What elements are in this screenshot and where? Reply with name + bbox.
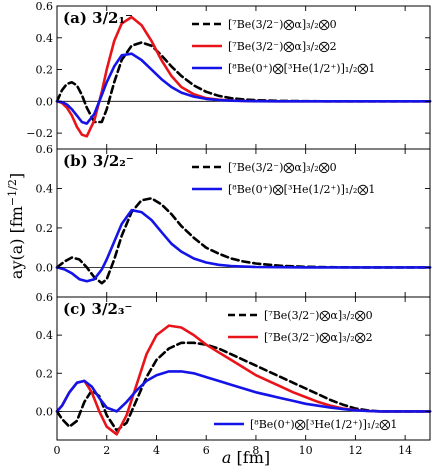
legend-label-he1: [⁸Be(0⁺)⨂[³He(1/2⁺)]₁/₂⨂1: [228, 183, 375, 196]
legend-label-he1: [⁸Be(0⁺)⨂[³He(1/2⁺)]₁/₂⨂1: [228, 62, 375, 75]
x-tick-label: 14: [398, 444, 412, 457]
x-tick-label: 0: [54, 444, 61, 457]
y-tick-label: 0.2: [36, 367, 54, 380]
series-line-he1: [55, 52, 432, 125]
y-tick-label: 0.6: [36, 0, 54, 13]
series-line-alpha0: [55, 197, 432, 285]
series-line-alpha2: [55, 15, 432, 138]
panel-3: 0.6 0.4 0.2 0.0 0 2 4 6 8 10 12 14 (c) 3/2₃⁻ [⁷Be(3/2…: [36, 291, 432, 457]
legend: [⁷Be(3/2⁻)⨂α]₃/₂⨂0 [⁸Be(0⁺)⨂[³He(1/2⁺)]₁/…: [192, 161, 375, 196]
legend-label-alpha0: [⁷Be(3/2⁻)⨂α]₃/₂⨂0: [264, 309, 373, 322]
series-line-alpha0: [55, 41, 432, 124]
x-tick-label: 12: [348, 444, 362, 457]
legend: [⁷Be(3/2⁻)⨂α]₃/₂⨂0 [⁷Be(3/2⁻)⨂α]₃/₂⨂2 [⁸Be…: [214, 309, 397, 431]
y-tick-label: −0.2: [26, 127, 53, 140]
x-tick-label: 8: [252, 444, 259, 457]
legend-label-he1: [⁸Be(0⁺)⨂[³He(1/2⁺)]₁/₂⨂1: [250, 418, 397, 431]
legend-label-alpha2: [⁷Be(3/2⁻)⨂α]₃/₂⨂2: [228, 40, 337, 53]
panels-group: 0.6 0.4 0.2 0.0 −0.2 (a) 3/2₁⁻ [⁷Be(3/2⁻)⨂α]₃/…: [26, 0, 432, 457]
panel-title: (a) 3/2₁⁻: [63, 9, 133, 27]
legend-label-alpha0: [⁷Be(3/2⁻)⨂α]₃/₂⨂0: [228, 161, 337, 174]
x-tick-label: 4: [153, 444, 160, 457]
x-tick-label: 2: [103, 444, 110, 457]
legend-label-alpha0: [⁷Be(3/2⁻)⨂α]₃/₂⨂0: [228, 18, 337, 31]
y-axis-title: ay(a) [fm−1/2]: [6, 173, 26, 279]
panel-title: (b) 3/2₂⁻: [63, 152, 134, 170]
series-line-he1: [55, 370, 432, 413]
panel-2: 0.60.40.20.0(b) 3/2₂⁻ [⁷Be(3/2⁻)⨂α]₃/₂⨂0[…: [36, 143, 432, 298]
y-tick-label: 0.4: [36, 32, 54, 45]
y-tick-label: 0.2: [36, 222, 54, 235]
series-line-he1: [55, 208, 432, 283]
x-axis-title: a [fm]: [222, 448, 270, 467]
x-tick-label: 10: [299, 444, 313, 457]
series-line-alpha0: [55, 341, 432, 432]
y-tick-label: 0.6: [36, 291, 54, 304]
y-tick-label: 0.4: [36, 182, 54, 195]
series-line-alpha2: [55, 324, 432, 436]
panel-frame: [56, 296, 431, 441]
y-tick-label: 0.0: [36, 95, 54, 108]
y-tick-label: 0.6: [36, 143, 54, 156]
x-tick-label: 6: [203, 444, 210, 457]
panel-title: (c) 3/2₃⁻: [63, 300, 132, 318]
y-tick-label: 0.2: [36, 64, 54, 77]
y-tick-label: 0.0: [36, 261, 54, 274]
legend-label-alpha2: [⁷Be(3/2⁻)⨂α]₃/₂⨂2: [264, 331, 373, 344]
y-tick-label: 0.4: [36, 329, 54, 342]
y-tick-label: 0.0: [36, 405, 54, 418]
panel-1: 0.6 0.4 0.2 0.0 −0.2 (a) 3/2₁⁻ [⁷Be(3/2⁻)⨂α]₃/…: [26, 0, 432, 150]
legend: [⁷Be(3/2⁻)⨂α]₃/₂⨂0 [⁷Be(3/2⁻)⨂α]₃/₂⨂2 [⁸Be…: [192, 18, 375, 75]
